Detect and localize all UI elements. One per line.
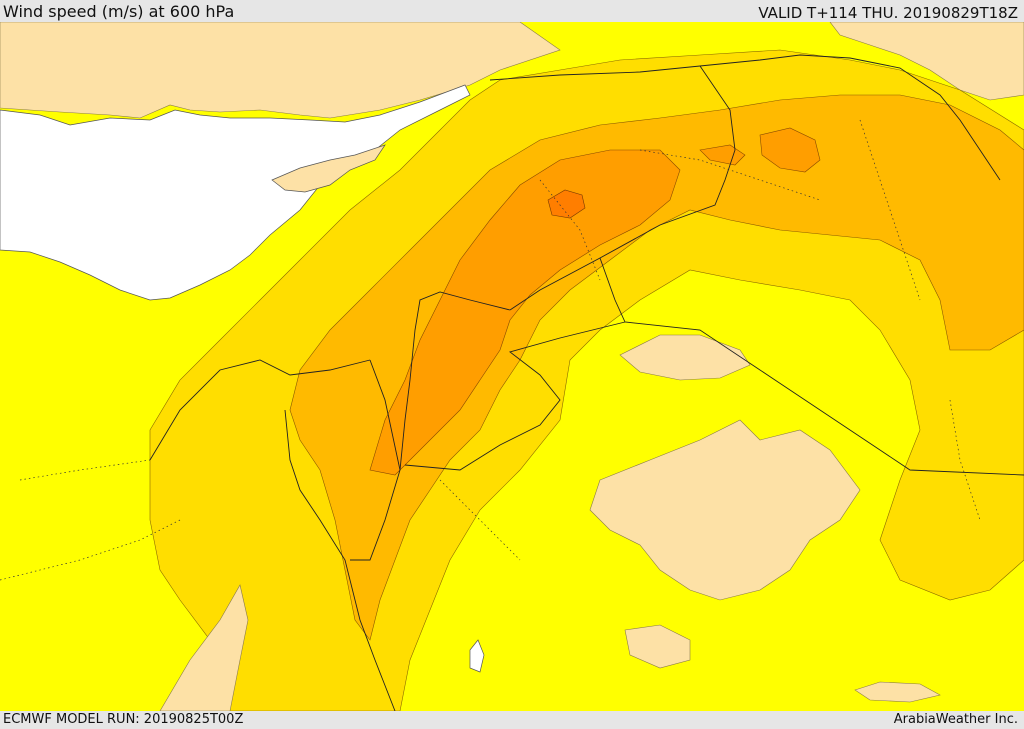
sea-mediterranean (0, 84, 471, 301)
country-borders (149, 54, 1024, 711)
valid-time: VALID T+114 THU. 20190829T18Z (758, 4, 1018, 22)
zone-high (289, 94, 1024, 641)
zone-lowest-north (0, 22, 561, 119)
zone-lowest-northeast (829, 22, 1024, 101)
zone-higher-east-2 (699, 144, 746, 166)
zone-higher-east (759, 127, 821, 173)
zone-lowest-patch-3 (854, 681, 941, 703)
zone-higher (369, 149, 681, 476)
internal-boundaries (0, 119, 981, 581)
map-title: Wind speed (m/s) at 600 hPa (3, 2, 235, 21)
zone-lowest-southwest (159, 584, 249, 711)
map-footer: ECMWF MODEL RUN: 20190825T00Z ArabiaWeat… (0, 711, 1024, 729)
map-header: Wind speed (m/s) at 600 hPa VALID T+114 … (0, 0, 1024, 22)
island-cyprus (271, 144, 386, 193)
wind-speed-map (0, 22, 1024, 711)
zone-lowest-patch-1 (619, 334, 751, 381)
credit: ArabiaWeather Inc. (893, 712, 1018, 727)
model-run: ECMWF MODEL RUN: 20190825T00Z (3, 712, 244, 727)
sea-red-sea-patch (469, 639, 485, 673)
zone-lowest-desert (589, 419, 861, 601)
zone-highest (547, 189, 586, 219)
zone-lowest-patch-2 (624, 624, 691, 669)
